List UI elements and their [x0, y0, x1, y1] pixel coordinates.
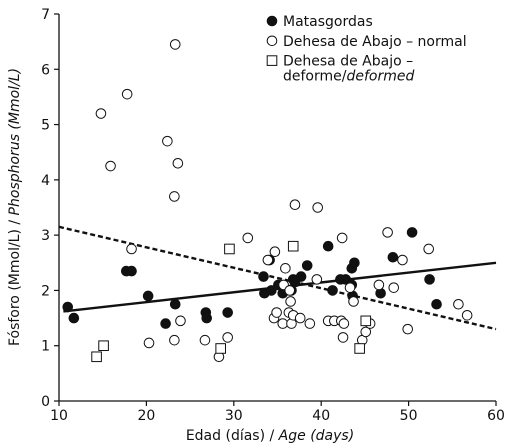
- open-circle-point: [402, 323, 414, 335]
- legend-label: deforme/deformed: [283, 69, 414, 85]
- legend-open-square-icon: [266, 55, 278, 66]
- open-circle-point: [95, 108, 107, 119]
- x-axis-label: Edad (días) / Age (days): [186, 428, 354, 444]
- y-tick-label: 3: [41, 228, 50, 244]
- open-circle-point: [382, 227, 393, 238]
- open-circle-point: [285, 296, 296, 307]
- open-circle-point: [284, 285, 296, 296]
- filled-circle-point: [126, 265, 137, 277]
- x-tick-label: 60: [487, 408, 505, 424]
- open-circle-point: [336, 232, 348, 244]
- open-circle-point: [373, 279, 385, 291]
- open-circle-point: [199, 334, 211, 346]
- filled-circle-point: [289, 276, 301, 288]
- filled-circle-point: [322, 240, 334, 252]
- open-square-point: [98, 340, 109, 352]
- y-axis-label: Fósforo (Mmol/L) / Phosphorus (Mmol/L): [7, 68, 23, 346]
- y-tick-label: 5: [41, 118, 50, 134]
- x-tick-label: 10: [50, 408, 68, 424]
- filled-circle-point: [387, 251, 399, 263]
- y-tick-label: 0: [41, 394, 50, 410]
- y-tick-label: 1: [41, 339, 50, 355]
- filled-circle-point: [62, 301, 74, 313]
- filled-circle-point: [327, 285, 338, 296]
- open-square-point: [224, 243, 235, 255]
- y-axis-ticks: 0 1 2 3 4 5 6 7: [41, 7, 59, 410]
- open-circle-point: [169, 191, 180, 202]
- legend-filled-circle-icon: [266, 15, 278, 27]
- y-tick-label: 7: [41, 7, 50, 23]
- open-circle-point: [294, 312, 306, 324]
- open-circle-point: [388, 282, 400, 293]
- open-circle-point: [277, 318, 289, 329]
- open-circle-point: [344, 282, 356, 293]
- y-tick-label: 6: [41, 62, 50, 78]
- filled-circle-point: [424, 274, 435, 285]
- open-circle-point: [337, 332, 349, 343]
- open-circle-point: [423, 243, 435, 255]
- open-circle-point: [222, 332, 233, 343]
- open-square-point: [287, 240, 299, 252]
- x-tick-label: 30: [225, 408, 243, 424]
- open-circle-point: [169, 334, 180, 346]
- open-circle-point: [169, 39, 181, 50]
- filled-circle-point: [258, 271, 269, 282]
- open-circle-point: [271, 307, 282, 318]
- open-circle-point: [121, 88, 133, 100]
- y-tick-label: 4: [41, 173, 50, 189]
- open-circle-point: [262, 254, 274, 266]
- open-circle-point: [172, 157, 184, 169]
- open-circle-point: [126, 243, 137, 255]
- open-circle-point: [175, 315, 186, 327]
- x-tick-label: 20: [137, 408, 155, 424]
- filled-circle-point: [349, 257, 360, 269]
- open-circle-point: [289, 199, 301, 211]
- legend-label: Dehesa de Abajo – normal: [283, 34, 467, 50]
- filled-circle-point: [142, 290, 154, 302]
- open-square-point: [91, 351, 102, 363]
- filled-circle-point: [222, 307, 233, 318]
- legend: Matasgordas Dehesa de Abajo – normal Dehes…: [266, 14, 467, 85]
- open-circle-point: [269, 246, 281, 258]
- data-points: [62, 39, 473, 363]
- y-tick-label: 2: [41, 283, 50, 299]
- open-circle-point: [280, 263, 291, 274]
- open-circle-point: [360, 326, 372, 338]
- open-square-point: [215, 343, 226, 354]
- filled-circle-point: [301, 260, 313, 271]
- legend-open-circle-icon: [266, 35, 278, 47]
- open-circle-point: [304, 318, 316, 329]
- x-tick-label: 40: [312, 408, 330, 424]
- open-circle-point: [162, 135, 173, 147]
- legend-label: Dehesa de Abajo –: [283, 54, 413, 70]
- filled-circle-point: [68, 312, 80, 324]
- x-axis-ticks: 10 20 30 40 50 60: [50, 401, 505, 424]
- filled-circle-point: [201, 312, 213, 324]
- open-circle-point: [338, 318, 350, 329]
- filled-circle-point: [169, 298, 181, 310]
- filled-circle-point: [160, 318, 171, 329]
- filled-circle-point: [266, 285, 277, 296]
- open-circle-point: [105, 160, 116, 172]
- x-tick-label: 50: [400, 408, 418, 424]
- open-square-point: [360, 315, 372, 327]
- filled-circle-point: [431, 298, 442, 310]
- open-circle-point: [397, 254, 408, 266]
- open-square-point: [354, 343, 365, 354]
- legend-label: Matasgordas: [283, 14, 373, 30]
- open-circle-point: [461, 310, 473, 321]
- open-circle-point: [312, 202, 324, 213]
- open-circle-point: [348, 296, 359, 307]
- open-circle-point: [453, 298, 464, 310]
- filled-circle-point: [406, 227, 418, 238]
- open-circle-point: [242, 232, 254, 244]
- open-circle-point: [311, 274, 323, 285]
- open-circle-point: [143, 337, 155, 349]
